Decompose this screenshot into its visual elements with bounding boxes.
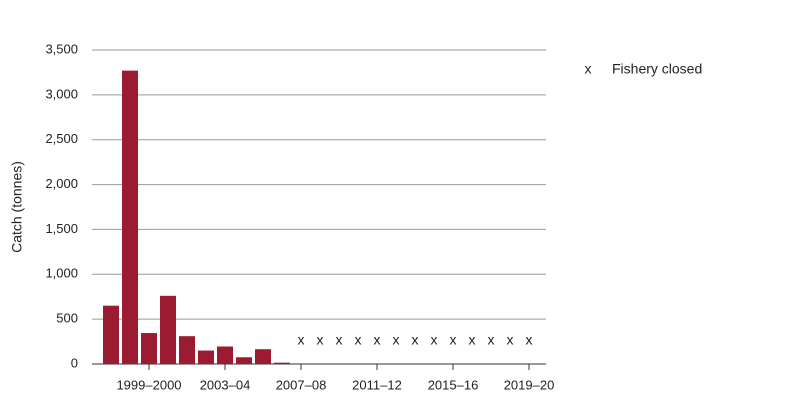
bar	[141, 333, 157, 364]
y-tick-label: 3,500	[45, 41, 78, 56]
y-tick-label: 1,000	[45, 266, 78, 281]
closed-marker: x	[412, 332, 419, 348]
x-tick-label: 2019–20	[504, 377, 555, 392]
closed-marker: x	[355, 332, 362, 348]
closed-marker: x	[393, 332, 400, 348]
legend-label: Fishery closed	[612, 61, 702, 77]
bar	[236, 357, 252, 364]
closed-marker: x	[374, 332, 381, 348]
y-tick-label: 0	[71, 355, 78, 370]
closed-marker: x	[469, 332, 476, 348]
y-tick-label: 1,500	[45, 221, 78, 236]
x-tick-label: 2015–16	[428, 377, 479, 392]
x-tick-label: 2007–08	[276, 377, 327, 392]
x-tick-label: 1999–2000	[116, 377, 181, 392]
bar	[274, 362, 290, 364]
closed-marker: x	[431, 332, 438, 348]
x-tick-label: 2011–12	[352, 377, 402, 392]
bar	[122, 70, 138, 365]
y-tick-label: 500	[56, 311, 78, 326]
bar	[198, 350, 214, 364]
bar	[255, 349, 271, 364]
closed-marker: x	[450, 332, 457, 348]
closed-marker: x	[488, 332, 495, 348]
closed-marker: x	[317, 332, 324, 348]
legend-symbol: x	[585, 61, 592, 77]
y-tick-label: 2,500	[45, 131, 78, 146]
closed-marker: x	[507, 332, 514, 348]
closed-marker: x	[298, 332, 305, 348]
y-tick-label: 2,000	[45, 176, 78, 191]
y-tick-label: 3,000	[45, 86, 78, 101]
closed-marker: x	[336, 332, 343, 348]
bar	[103, 305, 119, 364]
bar	[179, 336, 195, 364]
x-tick-label: 2003–04	[200, 377, 251, 392]
bar	[217, 346, 233, 364]
bar	[160, 295, 176, 364]
y-axis-label: Catch (tonnes)	[9, 161, 25, 253]
closed-marker: x	[526, 332, 533, 348]
